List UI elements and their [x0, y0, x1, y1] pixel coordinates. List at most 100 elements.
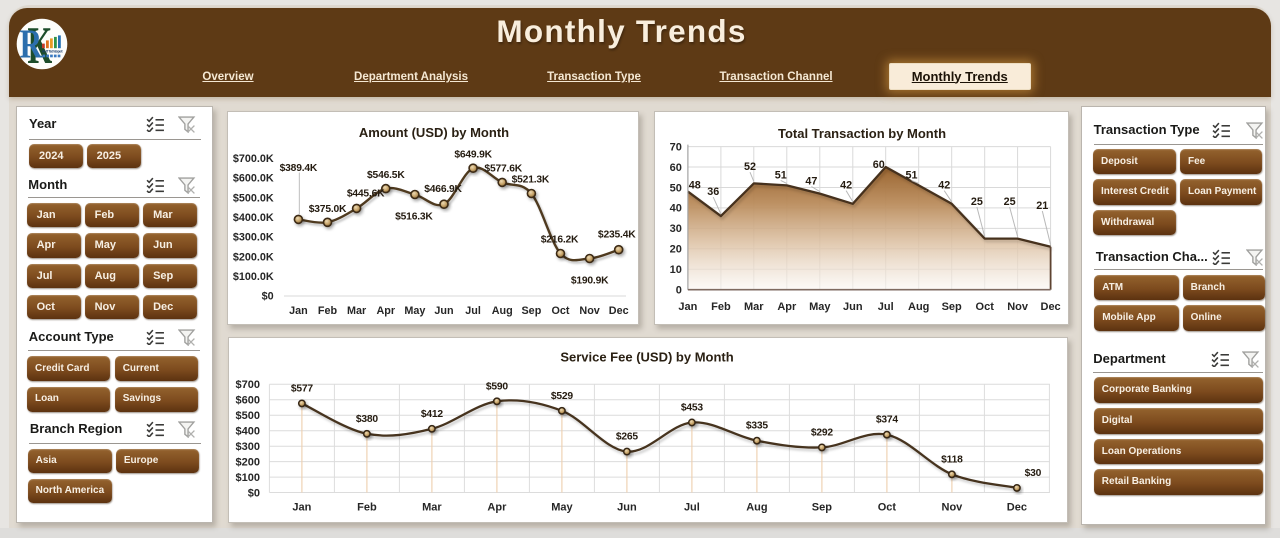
svg-text:May: May — [551, 501, 573, 513]
svg-text:25: 25 — [1004, 196, 1016, 208]
svg-text:$292: $292 — [811, 427, 834, 438]
svg-text:$235.4K: $235.4K — [598, 230, 636, 241]
svg-text:Apr: Apr — [376, 305, 395, 317]
svg-text:Nov: Nov — [1007, 301, 1029, 313]
svg-text:Nov: Nov — [942, 501, 964, 513]
svg-text:$380: $380 — [356, 414, 379, 425]
svg-text:R: R — [20, 21, 43, 66]
svg-text:60: 60 — [873, 159, 885, 171]
svg-text:$389.4K: $389.4K — [280, 163, 318, 174]
svg-text:Sep: Sep — [942, 301, 962, 313]
svg-text:Feb: Feb — [318, 305, 338, 317]
svg-text:Dec: Dec — [1041, 301, 1061, 313]
svg-text:$500: $500 — [236, 410, 260, 422]
svg-text:Amount (USD) by Month: Amount (USD) by Month — [359, 125, 509, 140]
svg-text:Jul: Jul — [465, 305, 481, 317]
svg-text:Dec: Dec — [609, 305, 629, 317]
svg-text:Feb: Feb — [711, 301, 731, 313]
svg-text:$577.6K: $577.6K — [484, 163, 522, 174]
svg-text:$400.0K: $400.0K — [233, 212, 274, 224]
svg-text:$453: $453 — [681, 403, 704, 414]
svg-text:$374: $374 — [876, 415, 899, 426]
svg-text:Nov: Nov — [579, 305, 599, 317]
svg-text:Apr: Apr — [777, 301, 797, 313]
svg-text:$0: $0 — [248, 487, 260, 499]
svg-text:36: 36 — [707, 186, 719, 198]
svg-text:Mar: Mar — [347, 305, 367, 317]
svg-text:Jul: Jul — [878, 301, 894, 313]
svg-text:$0: $0 — [262, 291, 274, 303]
svg-text:21: 21 — [1036, 200, 1048, 212]
svg-text:0: 0 — [676, 285, 682, 297]
svg-text:Service Fee (USD) by Month: Service Fee (USD) by Month — [560, 350, 733, 365]
svg-text:Jun: Jun — [617, 501, 637, 513]
svg-text:$412: $412 — [421, 409, 444, 420]
svg-text:10: 10 — [670, 264, 682, 276]
svg-text:Oct: Oct — [976, 301, 995, 313]
svg-text:Apr: Apr — [487, 501, 507, 513]
svg-text:$546.5K: $546.5K — [367, 170, 405, 181]
svg-text:$700: $700 — [236, 379, 260, 391]
svg-text:May: May — [404, 305, 425, 317]
svg-text:25: 25 — [971, 196, 983, 208]
svg-text:Oct: Oct — [878, 501, 897, 513]
svg-text:$649.9K: $649.9K — [454, 150, 492, 161]
svg-text:$516.3K: $516.3K — [395, 212, 433, 223]
svg-text:60: 60 — [670, 162, 682, 174]
svg-text:30: 30 — [670, 223, 682, 235]
svg-text:$590: $590 — [486, 381, 509, 392]
svg-text:Total Transaction by Month: Total Transaction by Month — [778, 126, 946, 141]
svg-text:$400: $400 — [236, 426, 260, 438]
svg-text:Aug: Aug — [908, 301, 929, 313]
svg-text:$600: $600 — [236, 395, 260, 407]
svg-text:20: 20 — [670, 244, 682, 256]
svg-text:40: 40 — [670, 203, 682, 215]
svg-text:Oct: Oct — [552, 305, 570, 317]
svg-text:$300: $300 — [236, 441, 260, 453]
svg-text:Mar: Mar — [422, 501, 442, 513]
svg-text:An IT Tech Expert: An IT Tech Expert — [42, 49, 63, 53]
svg-text:$445.6K: $445.6K — [347, 188, 385, 199]
svg-text:$577: $577 — [291, 383, 314, 394]
svg-text:$335: $335 — [746, 421, 769, 432]
svg-text:Feb: Feb — [357, 501, 377, 513]
svg-text:70: 70 — [670, 141, 682, 153]
svg-text:47: 47 — [805, 176, 817, 188]
svg-text:$265: $265 — [616, 432, 639, 443]
svg-text:52: 52 — [744, 161, 756, 173]
svg-text:51: 51 — [905, 169, 917, 181]
svg-text:$200: $200 — [236, 456, 260, 468]
svg-text:$529: $529 — [551, 391, 574, 402]
svg-text:$190.9K: $190.9K — [571, 276, 609, 287]
svg-text:May: May — [809, 301, 831, 313]
svg-text:48: 48 — [689, 180, 701, 192]
svg-text:$521.3K: $521.3K — [512, 175, 550, 186]
svg-text:$200.0K: $200.0K — [233, 251, 274, 263]
svg-text:Mar: Mar — [744, 301, 764, 313]
svg-text:Jan: Jan — [289, 305, 308, 317]
svg-text:$466.9K: $466.9K — [424, 184, 462, 195]
svg-text:Sep: Sep — [521, 305, 541, 317]
svg-text:$700.0K: $700.0K — [233, 153, 274, 165]
svg-text:$118: $118 — [941, 454, 963, 465]
svg-text:Jan: Jan — [678, 301, 697, 313]
svg-text:$500.0K: $500.0K — [233, 192, 274, 204]
svg-text:Sep: Sep — [812, 501, 832, 513]
svg-text:$216.2K: $216.2K — [541, 235, 579, 246]
svg-text:$100: $100 — [236, 472, 260, 484]
svg-text:42: 42 — [840, 180, 852, 192]
svg-text:Aug: Aug — [746, 501, 767, 513]
svg-text:$600.0K: $600.0K — [233, 173, 274, 185]
svg-text:$300.0K: $300.0K — [233, 232, 274, 244]
svg-text:Jul: Jul — [684, 501, 700, 513]
svg-text:Jan: Jan — [292, 501, 311, 513]
svg-text:$100.0K: $100.0K — [233, 271, 274, 283]
svg-text:Jun: Jun — [843, 301, 863, 313]
svg-text:Dec: Dec — [1007, 501, 1027, 513]
svg-text:50: 50 — [670, 182, 682, 194]
svg-text:42: 42 — [938, 180, 950, 192]
svg-text:$375.0K: $375.0K — [309, 204, 347, 215]
svg-text:51: 51 — [775, 169, 787, 181]
svg-text:$30: $30 — [1025, 468, 1042, 479]
svg-text:Aug: Aug — [492, 305, 513, 317]
